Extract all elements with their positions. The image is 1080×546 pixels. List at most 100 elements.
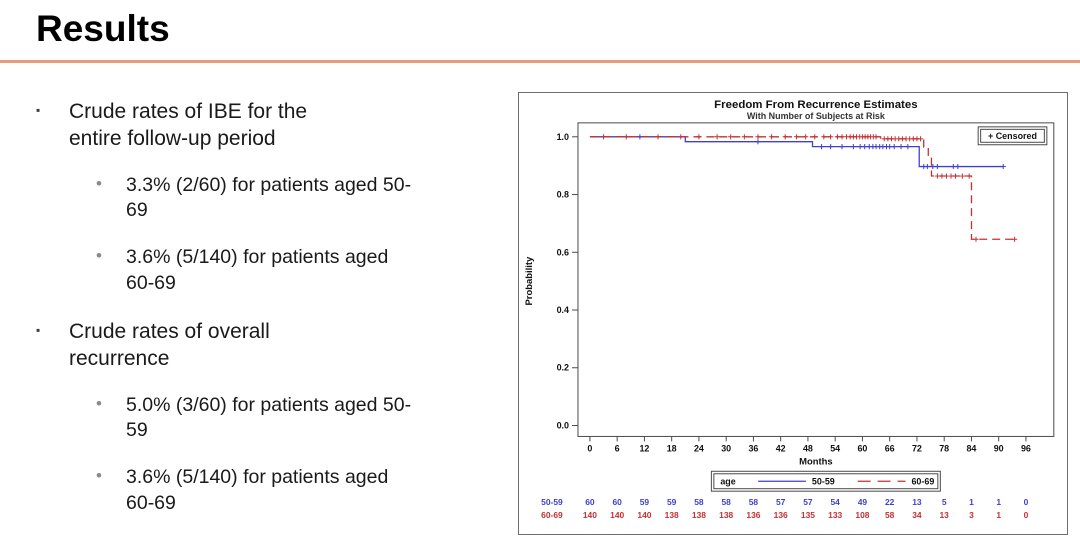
series-legend-outer <box>710 470 941 492</box>
y-tick-label: 0.8 <box>557 190 569 200</box>
page-title: Results <box>36 8 170 49</box>
title-divider <box>0 60 1080 63</box>
square-bullet-icon: ▪ <box>36 322 41 337</box>
legend-title: age <box>720 477 735 487</box>
sub-bullet-text: 3.3% (2/60) for patients aged 50-69 <box>126 173 412 221</box>
risk-value: 1 <box>969 497 974 507</box>
km-chart-panel: Freedom From Recurrence Estimates With Nu… <box>518 92 1068 535</box>
x-tick-label: 66 <box>885 443 895 453</box>
y-tick-label: 0.2 <box>557 363 569 373</box>
x-tick-label: 12 <box>639 443 649 453</box>
risk-value: 59 <box>667 497 677 507</box>
risk-value: 22 <box>885 497 895 507</box>
risk-value: 138 <box>692 510 706 520</box>
risk-value: 58 <box>885 510 895 520</box>
x-tick-label: 42 <box>776 443 786 453</box>
censor-marks-60-69 <box>600 134 1018 242</box>
bullet-list: ▪ Crude rates of IBE for the entire follo… <box>36 98 506 538</box>
risk-value: 57 <box>776 497 786 507</box>
x-tick-label: 84 <box>966 443 976 453</box>
square-bullet-icon: ▪ <box>36 103 41 117</box>
risk-value: 58 <box>721 497 731 507</box>
risk-value: 59 <box>640 497 650 507</box>
dot-bullet-icon: • <box>96 466 102 486</box>
sub-bullet-text: 3.6% (5/140) for patients aged 60-69 <box>126 246 389 294</box>
sub-bullet-item: • 5.0% (3/60) for patients aged 50-59 <box>96 393 506 444</box>
risk-value: 34 <box>912 510 922 520</box>
legend-item-60-69: 60-69 <box>911 477 934 487</box>
series-legend-inner <box>713 473 939 490</box>
x-tick-label: 24 <box>694 443 704 453</box>
x-tick-label: 30 <box>721 443 731 453</box>
bullet-item: ▪ Crude rates of IBE for the entire follo… <box>36 98 506 153</box>
risk-value: 136 <box>774 510 788 520</box>
km-curve-50-59 <box>589 136 1004 168</box>
y-tick-label: 0.4 <box>557 305 569 315</box>
risk-value: 3 <box>969 510 974 520</box>
risk-value: 1 <box>996 510 1001 520</box>
y-tick-label: 1.0 <box>557 132 569 142</box>
sub-bullet-item: • 3.3% (2/60) for patients aged 50-69 <box>96 173 506 224</box>
bullet-text: Crude rates of IBE for the entire follow… <box>69 100 308 151</box>
risk-value: 108 <box>855 510 869 520</box>
y-tick-label: 0.0 <box>557 420 569 430</box>
risk-value: 60 <box>585 497 595 507</box>
x-tick-label: 36 <box>748 443 758 453</box>
censored-legend-outer <box>977 126 1048 146</box>
risk-value: 135 <box>801 510 815 520</box>
risk-value: 140 <box>637 510 651 520</box>
risk-value: 58 <box>694 497 704 507</box>
risk-value: 136 <box>746 510 760 520</box>
risk-value: 57 <box>803 497 813 507</box>
dot-bullet-icon: • <box>96 173 102 193</box>
x-tick-label: 72 <box>912 443 922 453</box>
dot-bullet-icon: • <box>96 393 102 413</box>
risk-value: 138 <box>719 510 733 520</box>
legend-item-50-59: 50-59 <box>812 477 835 487</box>
risk-value: 5 <box>942 497 947 507</box>
km-curve-60-69 <box>589 136 1015 240</box>
bullet-item: ▪ Crude rates of overall recurrence <box>36 318 506 373</box>
censored-legend-inner <box>980 128 1045 143</box>
risk-value: 138 <box>665 510 679 520</box>
sub-bullet-item: • 3.6% (5/140) for patients aged 60-69 <box>96 465 506 516</box>
sub-bullet-text: 5.0% (3/60) for patients aged 50-59 <box>126 393 412 441</box>
x-tick-label: 6 <box>615 443 620 453</box>
risk-value: 60 <box>612 497 622 507</box>
x-tick-label: 78 <box>939 443 949 453</box>
x-tick-label: 18 <box>667 443 677 453</box>
chart-title: Freedom From Recurrence Estimates <box>714 99 917 111</box>
x-axis-label: Months <box>799 456 833 467</box>
risk-value: 13 <box>939 510 949 520</box>
risk-value: 0 <box>1024 510 1029 520</box>
chart-subtitle: With Number of Subjects at Risk <box>747 111 885 121</box>
censored-legend-label: + Censored <box>988 131 1037 141</box>
dot-bullet-icon: • <box>96 246 102 266</box>
risk-row-label: 50-59 <box>541 497 563 507</box>
x-tick-label: 54 <box>830 443 840 453</box>
sub-bullet-item: • 3.6% (5/140) for patients aged 60-69 <box>96 245 506 296</box>
risk-row-label: 60-69 <box>541 510 563 520</box>
bullet-text: Crude rates of overall recurrence <box>69 319 270 371</box>
risk-value: 133 <box>828 510 842 520</box>
risk-value: 58 <box>749 497 759 507</box>
risk-value: 1 <box>996 497 1001 507</box>
censor-marks-50-59 <box>637 134 1006 170</box>
x-tick-label: 96 <box>1021 443 1031 453</box>
risk-value: 140 <box>583 510 597 520</box>
risk-value: 54 <box>830 497 840 507</box>
risk-value: 0 <box>1024 497 1029 507</box>
x-tick-label: 90 <box>994 443 1004 453</box>
x-tick-label: 60 <box>857 443 867 453</box>
plot-frame <box>577 122 1055 437</box>
risk-value: 49 <box>858 497 868 507</box>
risk-value: 140 <box>610 510 624 520</box>
sub-bullet-text: 3.6% (5/140) for patients aged 60-69 <box>126 466 389 514</box>
x-tick-label: 0 <box>587 443 592 453</box>
y-axis-label: Probability <box>524 256 535 306</box>
risk-value: 13 <box>912 497 922 507</box>
y-tick-label: 0.6 <box>557 247 569 257</box>
x-tick-label: 48 <box>803 443 813 453</box>
